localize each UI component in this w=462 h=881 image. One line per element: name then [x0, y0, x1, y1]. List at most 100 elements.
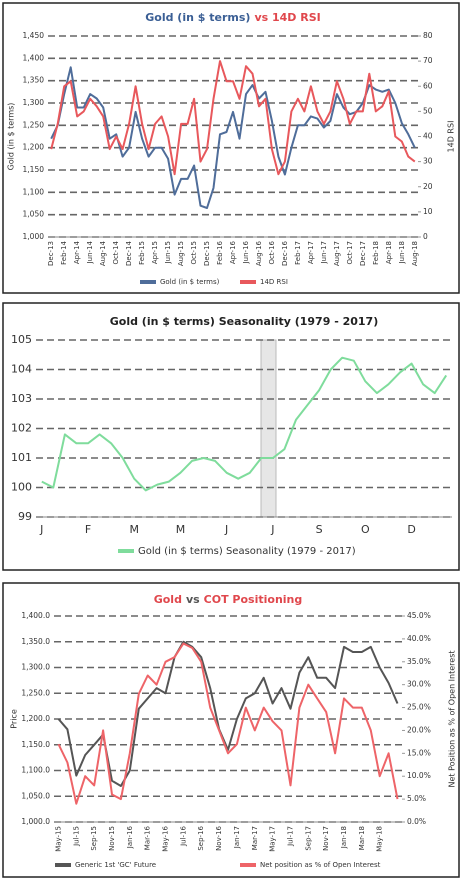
x-tick-label: Nov-17 [322, 826, 330, 851]
x-tick-label: Dec-14 [125, 240, 133, 266]
x-tick-label: Feb-14 [60, 240, 68, 264]
y2-tick-label: 5.0% [407, 794, 426, 803]
x-tick-label: Dec-16 [281, 240, 289, 266]
y-tick-label: 102 [11, 422, 32, 435]
panel [2, 302, 460, 571]
x-tick-label: Nov-16 [215, 825, 223, 850]
y2-tick-label: 40 [423, 132, 433, 141]
y2-tick-label: 80 [423, 31, 433, 40]
y2-tick-label: 10.0% [407, 771, 431, 780]
x-tick-label: Aug-14 [99, 240, 107, 266]
y2-tick-label: 60 [423, 81, 433, 90]
series-line [57, 642, 399, 805]
y2-tick-label: 10 [423, 207, 433, 216]
x-tick-label: Aug-18 [411, 241, 419, 266]
y-tick-label: 1,300 [23, 98, 45, 107]
legend-label: 14D RSI [260, 278, 288, 286]
x-tick-label: Apr-16 [229, 240, 237, 264]
x-tick-label: Sep-16 [197, 825, 205, 850]
y2-tick-label: 40.0% [407, 634, 431, 643]
x-tick-label: Feb-18 [372, 241, 380, 265]
y-axis-label: Gold (in $ terms) [7, 103, 16, 171]
x-tick-label: Jun-17 [320, 241, 328, 264]
legend-label: Gold (in $ terms) [160, 278, 220, 286]
y-axis-label: Price [10, 709, 19, 729]
series-line [50, 60, 416, 176]
legend-label: Generic 1st 'GC' Future [75, 861, 156, 869]
y2-tick-label: 30.0% [407, 680, 431, 689]
x-tick-label: Jun-15 [164, 241, 172, 264]
x-tick-label: May-18 [376, 826, 384, 852]
y-tick-label: 1,050 [23, 210, 45, 219]
y-tick-label: 1,350 [23, 76, 45, 85]
x-tick-label: Apr-17 [307, 241, 315, 264]
y-tick-label: 1,250 [23, 120, 45, 129]
y2-tick-label: 25.0% [407, 703, 431, 712]
y-tick-label: 1,100 [23, 187, 45, 196]
x-tick-label: Feb-17 [294, 241, 302, 265]
x-tick-label: Aug-15 [177, 241, 185, 266]
legend-label: Gold (in $ terms) Seasonality (1979 - 20… [138, 546, 356, 557]
x-tick-label: Jun-18 [398, 241, 406, 264]
y2-tick-label: 45.0% [407, 611, 431, 620]
x-tick-label: Jul-17 [286, 826, 294, 847]
x-tick-label: Sep-17 [304, 826, 312, 851]
y-tick-label: 104 [11, 363, 32, 376]
chart-title: Gold (in $ terms) Seasonality (1979 - 20… [110, 315, 379, 328]
y-tick-label: 1,450 [23, 31, 45, 40]
x-tick-label: Apr-15 [151, 241, 159, 264]
x-tick-label: Oct-14 [112, 240, 120, 264]
x-tick-label: Mar-16 [144, 825, 152, 850]
y-tick-label: 1,250.0 [21, 688, 50, 697]
x-tick-label: D [407, 523, 415, 536]
x-tick-label: May-16 [162, 825, 170, 851]
y-tick-label: 1,100.0 [21, 766, 50, 775]
y-tick-label: 1,000.0 [21, 817, 50, 826]
x-tick-label: Dec-13 [47, 241, 55, 266]
series-line [50, 66, 416, 209]
x-tick-label: Aug-16 [255, 240, 263, 266]
y-tick-label: 1,200.0 [21, 714, 50, 723]
x-tick-label: M [176, 523, 186, 536]
title-part: Gold [154, 593, 182, 606]
y2-tick-label: 20.0% [407, 725, 431, 734]
x-tick-label: J [39, 523, 43, 536]
x-tick-label: M [129, 523, 139, 536]
y2-tick-label: 35.0% [407, 657, 431, 666]
y-tick-label: 1,000 [23, 232, 45, 241]
y2-tick-label: 20 [423, 182, 433, 191]
x-tick-label: Feb-16 [216, 240, 224, 264]
y-tick-label: 103 [11, 392, 32, 405]
x-tick-label: S [316, 523, 323, 536]
title-part: Gold (in $ terms) [145, 11, 250, 24]
y2-tick-label: 50 [423, 106, 433, 115]
x-tick-label: Mar-18 [358, 826, 366, 850]
y2-axis-label: 14D RSI [447, 121, 456, 153]
x-tick-label: J [224, 523, 228, 536]
y-tick-label: 101 [11, 451, 32, 464]
y2-axis-label: Net Position as % of Open Interest [448, 650, 457, 787]
x-tick-label: Oct-17 [346, 241, 354, 265]
x-tick-label: Nov-15 [108, 826, 116, 851]
y-tick-label: 1,050.0 [21, 791, 50, 800]
title-part: vs [186, 593, 200, 606]
x-tick-label: O [361, 523, 370, 536]
x-tick-label: Feb-15 [138, 241, 146, 265]
y-tick-label: 1,150 [23, 165, 45, 174]
x-tick-label: Oct-15 [190, 241, 198, 265]
y-tick-label: 1,200 [23, 143, 45, 152]
chart-title: Gold vs COT Positioning [154, 593, 303, 606]
series-line [57, 640, 399, 787]
series-line [41, 356, 448, 492]
x-tick-label: May-15 [54, 826, 62, 852]
x-tick-label: Apr-18 [385, 241, 393, 264]
x-tick-label: Jan-16 [126, 825, 134, 849]
x-tick-label: J [270, 523, 274, 536]
x-tick-label: Apr-14 [73, 240, 81, 264]
title-part: vs 14D RSI [254, 11, 320, 24]
x-tick-label: Jul-15 [72, 826, 80, 847]
x-tick-label: May-17 [269, 826, 277, 852]
y-tick-label: 1,150.0 [21, 740, 50, 749]
x-tick-label: Jan-18 [340, 826, 348, 849]
